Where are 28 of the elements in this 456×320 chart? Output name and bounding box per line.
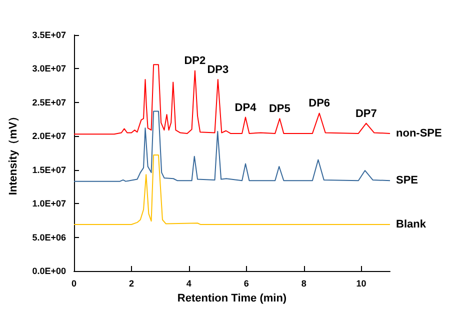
series-label: SPE bbox=[396, 174, 418, 187]
x-tick-label: 0 bbox=[71, 278, 77, 288]
line-series bbox=[74, 110, 390, 182]
annotation: DP7 bbox=[355, 108, 377, 120]
y-tick-label: 2.0E+07 bbox=[32, 131, 66, 142]
annotation: DP5 bbox=[268, 103, 290, 116]
y-tick-label: 0.0E+00 bbox=[32, 266, 66, 276]
y-tick-label: 3.0E+07 bbox=[32, 64, 66, 74]
line-series bbox=[74, 64, 390, 135]
x-axis-title: Retention Time (min) bbox=[177, 292, 287, 304]
x-tick-label: 2 bbox=[128, 278, 134, 288]
annotation: DP6 bbox=[308, 98, 330, 110]
y-tick-label: 5.0E+06 bbox=[32, 232, 66, 242]
x-tick-label: 6 bbox=[244, 278, 249, 288]
y-tick-label: 3.5E+07 bbox=[32, 30, 66, 40]
y-tick-label: 1.5E+07 bbox=[32, 164, 66, 175]
series-label: Blank bbox=[396, 218, 427, 230]
x-tick-label: 4 bbox=[186, 278, 192, 288]
x-tick-label: 8 bbox=[301, 278, 306, 288]
line-series bbox=[74, 154, 390, 225]
annotation: DP4 bbox=[234, 102, 258, 114]
x-tick-label: 10 bbox=[356, 278, 366, 288]
y-tick-label: 1.0E+07 bbox=[32, 198, 66, 209]
series-label: non-SPE bbox=[396, 127, 442, 140]
y-tick-label: 2.5E+07 bbox=[32, 97, 66, 108]
y-axis-title: Intensity（mV） bbox=[8, 110, 20, 196]
annotation: DP2 bbox=[184, 55, 206, 68]
annotation: DP3 bbox=[207, 64, 229, 76]
